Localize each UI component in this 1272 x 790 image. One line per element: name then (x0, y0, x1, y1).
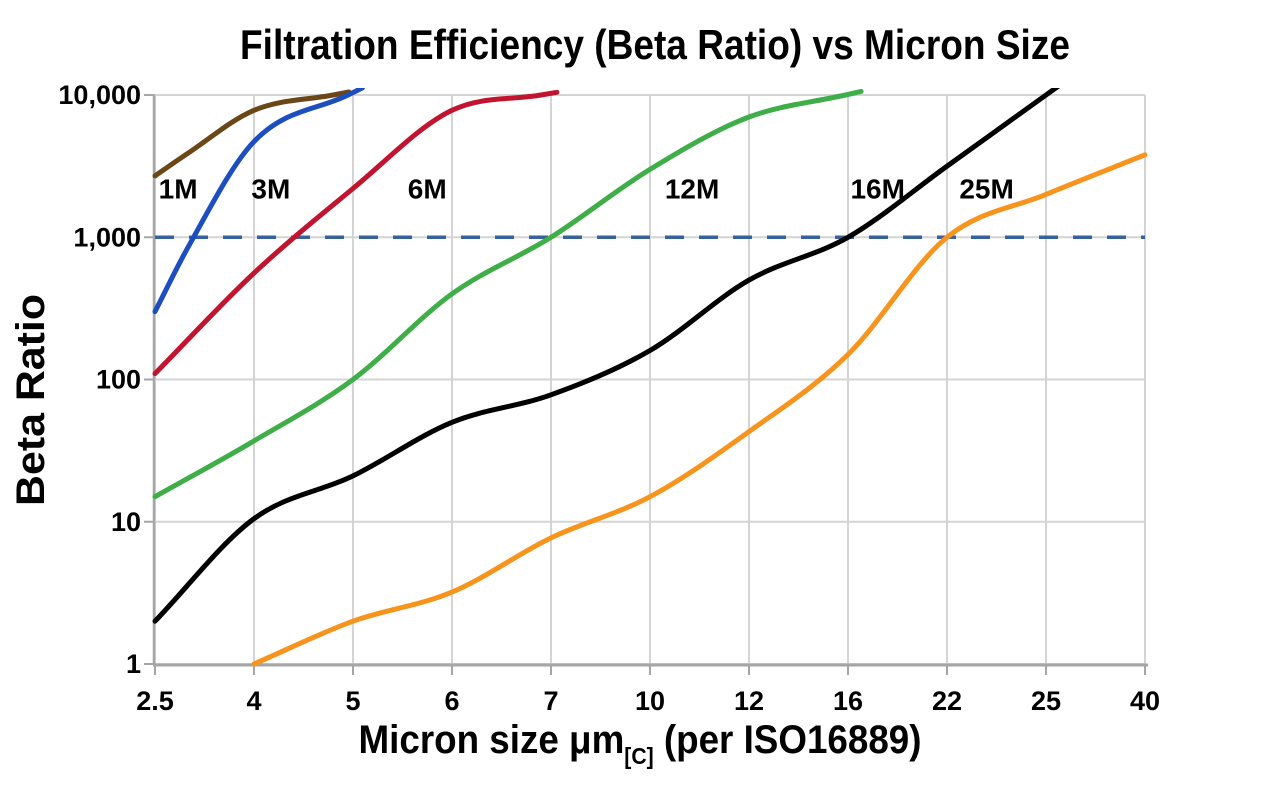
series-label-16M: 16M (850, 174, 904, 205)
x-axis-title-main: Micron size μm (358, 718, 624, 763)
x-tick-label: 12 (734, 686, 764, 716)
y-tick-label: 1 (126, 649, 141, 679)
x-tick-label: 22 (932, 686, 962, 716)
chart-title: Filtration Efficiency (Beta Ratio) vs Mi… (240, 21, 1070, 68)
series-label-25M: 25M (959, 174, 1013, 205)
x-axis-title-subscript: [C] (624, 743, 653, 769)
x-axis-title-suffix: (per ISO16889) (654, 718, 922, 763)
curve-12M (152, 88, 864, 500)
x-tick-label: 10 (635, 686, 665, 716)
series-label-layer: 1M 3M 6M 12M 16M 25M (159, 174, 1014, 205)
series-label-1M: 1M (159, 174, 198, 205)
curve-3M (152, 88, 365, 315)
axis-layer (144, 94, 1148, 675)
x-tick-label: 16 (833, 686, 863, 716)
curve-25M (251, 152, 1148, 667)
curve-16M (152, 88, 1061, 624)
curve-layer (152, 88, 1148, 667)
x-tick-label: 6 (444, 686, 459, 716)
x-tick-label: 4 (246, 686, 261, 716)
y-axis-title: Beta Ratio (9, 294, 53, 506)
y-tick-label: 10 (111, 507, 141, 537)
x-tick-label: 5 (345, 686, 360, 716)
x-tick-label: 25 (1031, 686, 1061, 716)
y-tick-label: 1,000 (73, 222, 141, 252)
x-axis-title-group: Micron size μm[C] (per ISO16889) (358, 718, 921, 770)
x-tick-label: 2.5 (136, 686, 174, 716)
series-label-6M: 6M (408, 174, 447, 205)
y-tick-label: 10,000 (58, 80, 141, 110)
x-axis-title: Micron size μm[C] (per ISO16889) (358, 718, 921, 770)
x-tick-label: 40 (1130, 686, 1160, 716)
y-tick-label: 100 (96, 365, 141, 395)
x-tick-label: 7 (543, 686, 558, 716)
curve-6M (152, 89, 560, 377)
curve-1M (152, 89, 352, 179)
tick-label-layer: 2.5 4 5 6 7 10 12 16 22 25 40 1 10 100 1,000 10,000 (58, 80, 1160, 716)
series-label-3M: 3M (251, 174, 290, 205)
series-label-12M: 12M (665, 174, 719, 205)
